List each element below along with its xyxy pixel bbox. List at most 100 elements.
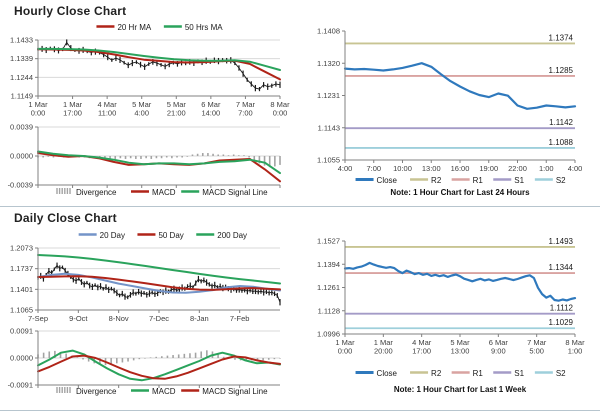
series-close <box>343 261 577 302</box>
legend-item-close: Close <box>355 369 398 378</box>
y-tick-label: 1.1261 <box>317 283 340 292</box>
legend-label: 20 Hr MA <box>117 23 151 32</box>
series-50-day <box>37 275 281 291</box>
x-tick-label: 17:00 <box>412 347 431 356</box>
legend-label: 20 Day <box>100 231 125 240</box>
legend-item-50-hrs-ma: 50 Hrs MA <box>163 23 223 32</box>
legend-label: MACD Signal Line <box>202 387 268 396</box>
x-tick-label: 1 Mar <box>374 338 394 347</box>
x-tick-label: 4:00 <box>568 164 583 173</box>
legend-label: R2 <box>431 369 442 378</box>
legend-item-macd: MACD <box>131 188 176 197</box>
x-tick-label: 7 Mar <box>236 100 256 109</box>
legend-item-20-day: 20 Day <box>78 231 125 240</box>
x-tick-label: 8 Mar <box>270 100 290 109</box>
legend-item-close: Close <box>355 176 398 185</box>
x-tick-label: 7:00 <box>238 109 253 118</box>
legend-item-r2: R2 <box>410 369 442 378</box>
x-tick-label: 1 Mar <box>335 338 355 347</box>
legend-label: MACD Signal Line <box>202 188 268 197</box>
x-tick-label: 7-Sep <box>28 314 48 323</box>
legend-label: S1 <box>514 369 524 378</box>
legend-label: 50 Hrs MA <box>185 23 223 32</box>
legend-item-200-day: 200 Day <box>196 231 247 240</box>
hourly-section-title: Hourly Close Chart <box>14 4 127 18</box>
x-tick-label: 6 Mar <box>489 338 509 347</box>
daily-section-title: Daily Close Chart <box>14 211 117 225</box>
chart-weekly_pivot: 1.1527 1.1394 1.1261 1.1128 1.0996 1.1493 1.13… <box>317 237 585 379</box>
price-line <box>37 264 281 303</box>
y-tick-label: 0.0000 <box>10 152 33 161</box>
legend-item-r1: R1 <box>451 176 483 185</box>
x-tick-label: 8-Jan <box>190 314 209 323</box>
legend-item-s1: S1 <box>493 369 525 378</box>
series-50-hrs-ma <box>37 47 281 71</box>
y-tick-label: 1.1433 <box>10 36 33 45</box>
x-tick-label: 20:00 <box>374 347 393 356</box>
x-tick-label: 1 Mar <box>28 100 48 109</box>
y-tick-label: -0.0091 <box>8 381 33 390</box>
x-tick-label: 17:00 <box>63 109 82 118</box>
y-tick-label: 1.2073 <box>10 244 33 253</box>
section-divider <box>0 206 600 207</box>
y-tick-label: 1.1055 <box>317 156 340 165</box>
legend-label: Close <box>377 176 398 185</box>
y-tick-label: 1.1408 <box>317 27 340 36</box>
x-tick-label: 0:00 <box>31 109 46 118</box>
x-tick-label: 13:00 <box>422 164 441 173</box>
legend-label: MACD <box>152 387 176 396</box>
y-tick-label: 0.0039 <box>10 123 33 132</box>
legend-item-r1: R1 <box>451 369 484 378</box>
legend-label: 50 Day <box>158 231 183 240</box>
pivot-label-R1: 1.1344 <box>549 263 574 272</box>
pivot-label-R2: 1.1374 <box>549 33 574 42</box>
x-tick-label: 22:00 <box>508 164 527 173</box>
y-tick-label: 1.1244 <box>10 73 33 82</box>
y-tick-label: -0.0039 <box>8 181 33 190</box>
x-tick-label: 5:00 <box>529 347 544 356</box>
x-tick-label: 4 Mar <box>412 338 432 347</box>
legend-item-s2: S2 <box>534 369 566 378</box>
x-tick-label: 1:00 <box>539 164 554 173</box>
x-tick-label: 16:00 <box>451 164 470 173</box>
y-tick-label: 0.0000 <box>10 354 33 363</box>
legend-label: R1 <box>473 369 484 378</box>
legend-label: S1 <box>514 176 524 185</box>
series-close <box>343 62 577 110</box>
pivot-label-S1: 1.1142 <box>549 118 573 127</box>
y-tick-label: 0.0091 <box>10 327 33 336</box>
x-tick-label: 7 Mar <box>527 338 547 347</box>
x-tick-label: 8 Mar <box>565 338 585 347</box>
x-tick-label: 11:00 <box>98 109 116 118</box>
legend-label: S2 <box>556 369 566 378</box>
chart-hourly_macd: 0.0039 0.0000 -0.0039 Divergence MACD MACD Si… <box>8 123 281 197</box>
y-tick-label: 1.1149 <box>11 92 33 101</box>
y-tick-label: 1.1065 <box>10 306 33 315</box>
y-tick-label: 1.1320 <box>317 59 340 68</box>
y-tick-label: 1.1401 <box>10 285 33 294</box>
series-macd <box>37 152 281 183</box>
x-tick-label: 4:00 <box>338 164 353 173</box>
y-tick-label: 1.1394 <box>317 260 340 269</box>
x-tick-label: 10:00 <box>393 164 412 173</box>
y-tick-label: 1.1339 <box>10 54 33 63</box>
y-tick-label: 1.1128 <box>318 306 340 315</box>
legend-item-divergence: Divergence <box>56 188 117 197</box>
x-tick-label: 19:00 <box>479 164 498 173</box>
series-macd-signal-line <box>37 150 281 175</box>
legend-item-macd-signal-line: MACD Signal Line <box>181 387 268 396</box>
chart-hourly_pivot: 1.1408 1.1320 1.1231 1.1143 1.1055 1.1374 1.12… <box>317 27 582 186</box>
series-macd-signal-line <box>37 354 281 380</box>
legend-label: 200 Day <box>217 231 247 240</box>
legend-label: Divergence <box>76 188 117 197</box>
y-tick-label: 1.1143 <box>318 123 340 132</box>
y-tick-label: 1.0996 <box>317 330 340 339</box>
x-tick-label: 4:00 <box>134 109 149 118</box>
pivot-label-S1: 1.1112 <box>550 304 574 313</box>
chart-daily_macd: 0.0091 0.0000 -0.0091 Divergence MACD MACD Si… <box>8 327 281 396</box>
legend-label: Divergence <box>76 387 117 396</box>
y-tick-label: 1.1231 <box>317 91 340 100</box>
x-tick-label: 7:00 <box>366 164 381 173</box>
x-tick-label: 8-Nov <box>109 314 129 323</box>
